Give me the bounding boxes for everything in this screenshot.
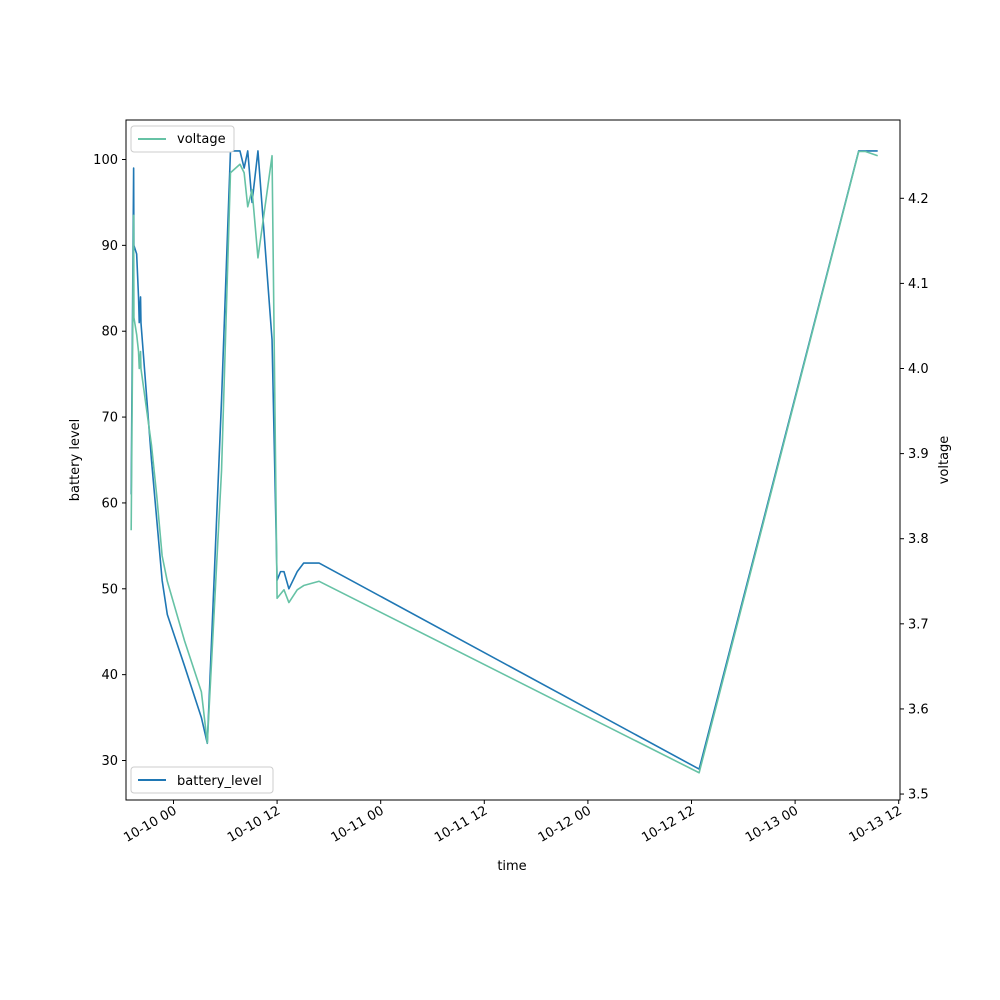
y-left-tick-label: 60 bbox=[101, 496, 118, 511]
y-right-tick-label: 3.9 bbox=[908, 447, 929, 462]
y-right-tick-label: 3.7 bbox=[908, 617, 929, 632]
x-tick-label: 10-11 12 bbox=[432, 803, 490, 845]
y-left-tick-label: 30 bbox=[101, 754, 118, 769]
y-right-tick-label: 4.0 bbox=[908, 362, 929, 377]
x-axis-label: time bbox=[497, 859, 526, 874]
legend-voltage-box bbox=[130, 125, 235, 153]
y-axis-label-right: voltage bbox=[937, 436, 952, 485]
y-right-tick-label: 4.2 bbox=[908, 192, 929, 207]
x-tick-label: 10-12 00 bbox=[536, 803, 594, 845]
y-right-tick-label: 4.1 bbox=[908, 277, 929, 292]
legend-battery-level: battery_level bbox=[130, 766, 274, 794]
legend-voltage-label: voltage bbox=[177, 132, 226, 147]
y-axis-label-left: battery level bbox=[68, 419, 83, 502]
x-tick-label: 10-12 12 bbox=[639, 803, 697, 845]
x-tick-label: 10-10 12 bbox=[225, 803, 283, 845]
x-tick-label: 10-13 12 bbox=[847, 803, 905, 845]
series-line-voltage bbox=[130, 150, 878, 774]
y-axis-left: 30 40 50 60 70 80 90 100 bbox=[93, 153, 126, 769]
series-line-battery-level bbox=[130, 150, 878, 770]
legend-battery-level-label: battery_level bbox=[177, 774, 262, 789]
x-tick-label: 10-13 00 bbox=[743, 803, 801, 845]
plot-frame bbox=[125, 119, 901, 801]
x-tick-label: 10-11 00 bbox=[329, 803, 387, 845]
y-left-tick-label: 90 bbox=[101, 239, 118, 254]
y-axis-right: 3.5 3.6 3.7 3.8 3.9 4.0 4.1 4.2 bbox=[900, 192, 929, 803]
y-left-tick-label: 100 bbox=[93, 153, 118, 168]
y-left-tick-label: 50 bbox=[101, 582, 118, 597]
y-left-tick-label: 70 bbox=[101, 411, 118, 426]
y-right-tick-label: 3.5 bbox=[908, 788, 929, 803]
plot-lines bbox=[130, 150, 878, 774]
legend-battery-level-box bbox=[130, 766, 274, 794]
y-right-tick-label: 3.6 bbox=[908, 702, 929, 717]
y-left-tick-label: 40 bbox=[101, 668, 118, 683]
legend-voltage: voltage bbox=[130, 125, 235, 153]
y-left-tick-label: 80 bbox=[101, 325, 118, 340]
x-axis: 10-10 00 10-10 12 10-11 00 10-11 12 10-12 00… bbox=[121, 800, 905, 846]
x-tick-label: 10-10 00 bbox=[121, 803, 179, 845]
y-right-tick-label: 3.8 bbox=[908, 532, 929, 547]
